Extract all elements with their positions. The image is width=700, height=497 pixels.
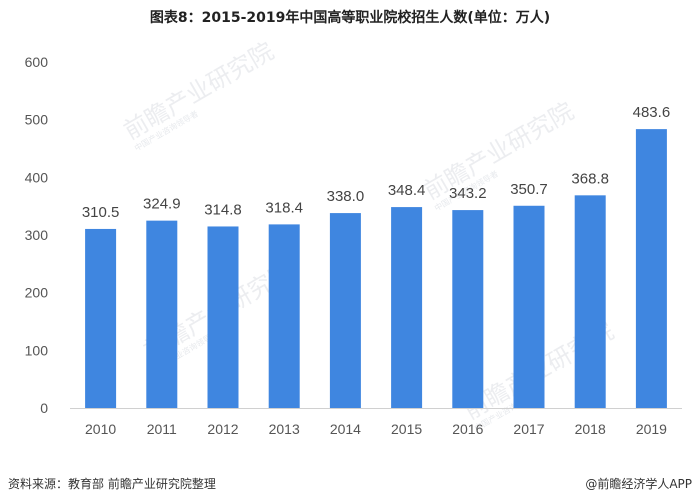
y-axis: 0 100 200 300 400 500 600 (25, 54, 49, 416)
y-tick-label: 500 (25, 112, 49, 128)
data-label-2018: 368.8 (571, 170, 609, 187)
data-label-2012: 314.8 (204, 201, 242, 218)
x-tick-label: 2010 (85, 421, 116, 437)
data-label-2011: 324.9 (143, 196, 181, 213)
y-tick-label: 200 (25, 285, 49, 301)
data-label-2015: 348.4 (388, 182, 426, 199)
bar-2014 (329, 213, 361, 408)
x-tick-label: 2014 (330, 421, 361, 437)
y-tick-label: 300 (25, 227, 49, 243)
y-tick-label: 100 (25, 342, 49, 358)
data-label-2019: 483.6 (633, 104, 671, 121)
bar-2012 (207, 226, 239, 408)
x-tick-label: 2013 (269, 421, 300, 437)
watermark-layer: 前瞻产业研究院中国产业咨询领导者前瞻产业研究院中国产业咨询领导者前瞻产业研究院中… (119, 37, 618, 433)
y-tick-label: 0 (40, 400, 48, 416)
y-tick-label: 400 (25, 169, 49, 185)
x-tick-label: 2012 (207, 421, 238, 437)
x-tick-label: 2018 (575, 421, 606, 437)
x-tick-label: 2011 (147, 421, 177, 437)
x-axis: 2010 2011 2012 2013 2014 2015 2016 2017 2018 2019 (85, 421, 667, 437)
data-label-2016: 343.2 (449, 185, 487, 202)
data-label-2014: 338.0 (327, 188, 365, 205)
bar-2016 (452, 210, 484, 408)
chart-title: 图表8：2015-2019年中国高等职业院校招生人数(单位：万人) (150, 9, 550, 26)
bar-2017 (513, 205, 545, 408)
x-tick-label: 2017 (513, 421, 544, 437)
source-note: 资料来源：教育部 前瞻产业研究院整理 (8, 476, 216, 491)
x-tick-label: 2019 (636, 421, 667, 437)
brand-credit: @前瞻经济学人APP (585, 476, 692, 491)
x-tick-label: 2016 (452, 421, 483, 437)
x-tick-label: 2015 (391, 421, 422, 437)
bar-2010 (85, 228, 117, 408)
bar-2018 (574, 195, 606, 408)
bar-2011 (146, 220, 178, 408)
data-label-2010: 310.5 (82, 204, 120, 221)
watermark-text: 前瞻产业研究院 (419, 97, 578, 205)
bar-2013 (268, 224, 300, 408)
bar-series: 310.5 324.9 314.8 318.4 338.0 348.4 343.2 350.7… (82, 104, 670, 408)
data-label-2013: 318.4 (265, 199, 303, 216)
bar-2015 (391, 207, 423, 408)
y-tick-label: 600 (25, 54, 49, 70)
watermark-text: 前瞻产业研究院 (119, 37, 278, 145)
data-label-2017: 350.7 (510, 181, 548, 198)
bar-2019 (635, 129, 667, 408)
